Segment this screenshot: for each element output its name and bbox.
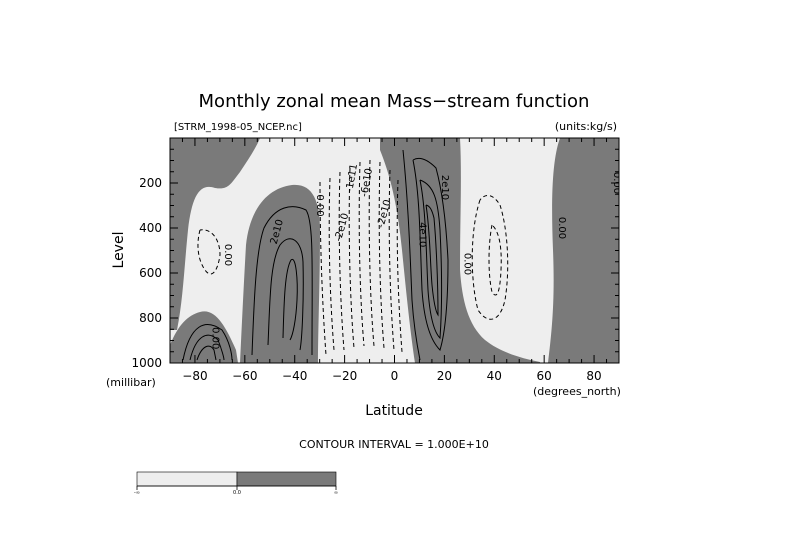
x-tick-label: 60	[537, 369, 552, 383]
x-tick-label: 0	[391, 369, 399, 383]
x-unit-label: (degrees_north)	[533, 385, 621, 398]
colorbar-min-label: -∞	[134, 490, 140, 496]
dashed-contours	[197, 159, 509, 356]
x-axis-ticks: −80 −60 −40 −20 0 20 40 60 80	[169, 138, 620, 383]
file-label: [STRM_1998-05_NCEP.nc]	[174, 122, 302, 133]
x-tick-label: 40	[487, 369, 502, 383]
contour-value-label: 0.00	[222, 244, 233, 266]
x-tick-label: 80	[586, 369, 601, 383]
x-tick-label: −60	[232, 369, 257, 383]
y-tick-label: 800	[139, 311, 162, 325]
positive-region-southern-cell	[240, 184, 320, 363]
units-label: (units:kg/s)	[555, 120, 617, 133]
colorbar-negative	[136, 471, 238, 487]
colorbar-mid-label: 0.0	[233, 490, 241, 496]
contour-value-label: 0.00	[314, 194, 325, 216]
x-tick-label: −20	[332, 369, 357, 383]
x-axis-label: Latitude	[365, 403, 423, 419]
x-tick-label: −40	[282, 369, 307, 383]
positive-region-northern-cell	[380, 138, 540, 363]
contour-value-label: 0.00	[209, 327, 220, 349]
positive-region-left-bottom	[170, 311, 238, 363]
contour-interval-text: CONTOUR INTERVAL = 1.000E+10	[299, 438, 489, 451]
positive-region-right	[548, 138, 619, 363]
contour-value-label: 0.00	[556, 217, 567, 239]
y-tick-label: 1000	[131, 356, 162, 370]
y-tick-label: 600	[139, 266, 162, 280]
x-tick-label: 20	[437, 369, 452, 383]
colorbar-max-label: ∞	[334, 490, 338, 496]
x-tick-label: −80	[182, 369, 207, 383]
contour-value-label: 0.00	[461, 253, 472, 275]
contour-value-label: -6e10	[359, 167, 375, 197]
colorbar-positive	[236, 471, 337, 487]
y-tick-label: 200	[139, 176, 162, 190]
positive-region-left-top	[170, 138, 260, 330]
y-axis-ticks: 200 400 600 800 1000	[131, 148, 619, 370]
contour-value-label: 2e10	[439, 175, 450, 200]
y-unit-label: (millibar)	[106, 376, 156, 389]
y-tick-label: 400	[139, 221, 162, 235]
chart-title: Monthly zonal mean Mass−stream function	[199, 91, 590, 112]
contour-value-label: -1e11	[344, 163, 360, 193]
y-axis-label: Level	[111, 232, 127, 269]
solid-contours	[182, 149, 449, 361]
contour-value-label: 4e10	[416, 222, 427, 247]
colorbar: -∞ 0.0 ∞	[134, 471, 338, 496]
